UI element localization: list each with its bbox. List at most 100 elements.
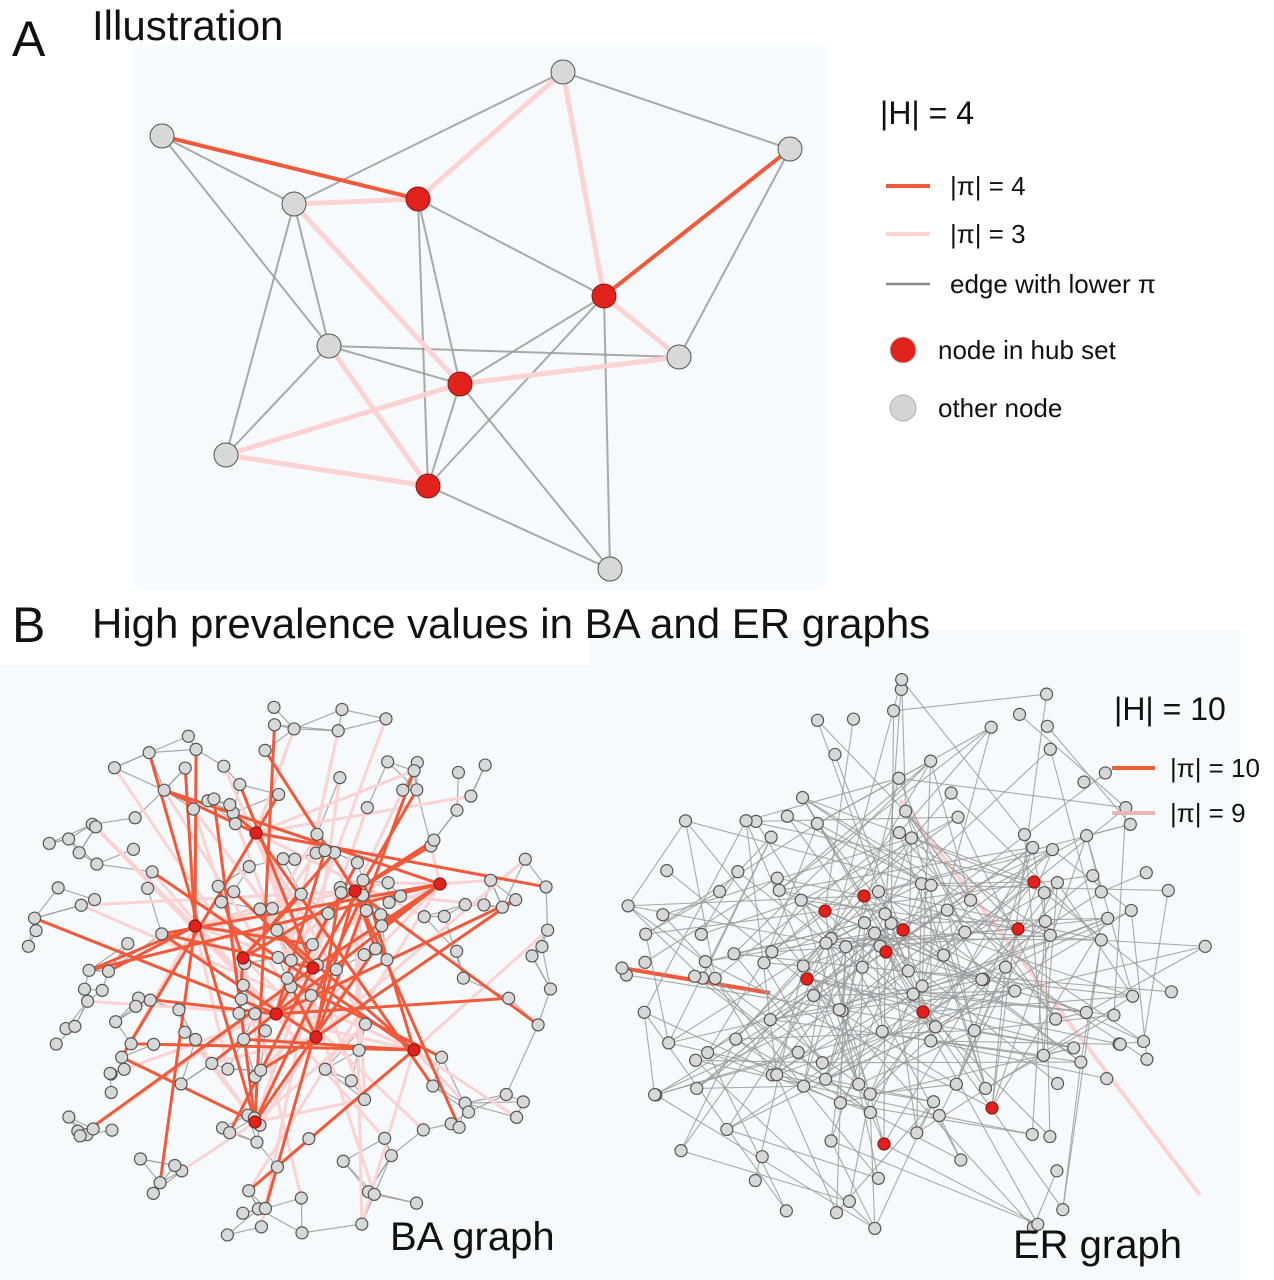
node bbox=[1107, 1008, 1121, 1022]
edge bbox=[678, 148, 791, 358]
node bbox=[1031, 1217, 1045, 1231]
edge bbox=[254, 728, 296, 834]
node bbox=[509, 893, 523, 907]
edge bbox=[643, 1012, 656, 1095]
edge bbox=[714, 977, 879, 1179]
node bbox=[382, 895, 396, 910]
edge bbox=[147, 888, 163, 935]
node bbox=[355, 1217, 369, 1231]
edge bbox=[628, 895, 865, 907]
node bbox=[694, 927, 708, 941]
node bbox=[863, 1105, 877, 1119]
edge bbox=[695, 1059, 823, 1064]
node bbox=[281, 191, 307, 217]
node bbox=[90, 857, 104, 871]
node bbox=[828, 747, 842, 762]
edge bbox=[96, 863, 153, 873]
edge bbox=[293, 203, 330, 347]
graph-label: ER graph bbox=[1013, 1223, 1182, 1267]
node bbox=[86, 1122, 100, 1136]
hub-node bbox=[309, 1030, 323, 1044]
node bbox=[211, 879, 225, 893]
edge bbox=[863, 895, 1082, 1063]
edge bbox=[151, 870, 278, 1015]
node bbox=[621, 899, 635, 913]
node bbox=[80, 994, 95, 1008]
node bbox=[221, 1062, 235, 1076]
node bbox=[878, 907, 892, 921]
node bbox=[409, 1196, 424, 1210]
edge bbox=[254, 793, 280, 834]
hub-node bbox=[1027, 875, 1041, 889]
edge bbox=[825, 990, 1016, 1080]
node bbox=[949, 1077, 963, 1091]
node bbox=[254, 1220, 269, 1234]
node bbox=[975, 972, 989, 987]
node bbox=[29, 923, 43, 938]
node bbox=[107, 761, 122, 775]
node bbox=[174, 1077, 188, 1091]
edge bbox=[501, 858, 526, 908]
node bbox=[155, 927, 169, 941]
node bbox=[450, 803, 464, 817]
node bbox=[284, 953, 298, 967]
edge bbox=[338, 718, 387, 732]
edge bbox=[869, 993, 914, 1095]
edge bbox=[921, 917, 1108, 987]
edge bbox=[328, 345, 680, 358]
edge bbox=[643, 820, 747, 1013]
edge bbox=[468, 1093, 507, 1113]
edge bbox=[901, 679, 1025, 835]
edge bbox=[388, 881, 441, 886]
edge bbox=[459, 354, 680, 387]
edge bbox=[88, 924, 196, 972]
node bbox=[810, 816, 824, 831]
node bbox=[906, 987, 920, 1001]
node bbox=[410, 783, 424, 797]
edge bbox=[737, 871, 936, 1028]
edge bbox=[326, 344, 431, 488]
node bbox=[871, 884, 886, 899]
node bbox=[796, 959, 810, 973]
hub-node bbox=[248, 1115, 262, 1129]
edge bbox=[1080, 939, 1102, 1063]
node bbox=[1079, 1005, 1093, 1020]
legend-heading: |H| = 4 bbox=[880, 95, 974, 131]
node bbox=[690, 1081, 704, 1095]
edge bbox=[771, 837, 912, 953]
node bbox=[899, 804, 913, 818]
edge bbox=[907, 881, 1035, 972]
edge bbox=[916, 995, 1133, 1134]
node bbox=[701, 1045, 715, 1060]
edge bbox=[700, 871, 739, 935]
node bbox=[1043, 742, 1057, 756]
node bbox=[936, 948, 951, 962]
node bbox=[77, 982, 92, 996]
node bbox=[350, 856, 365, 870]
edge bbox=[684, 820, 716, 979]
hub-node bbox=[405, 186, 431, 212]
edge bbox=[79, 966, 314, 1138]
hub-node bbox=[269, 1007, 283, 1021]
node bbox=[1161, 883, 1175, 898]
edge bbox=[427, 383, 461, 487]
node bbox=[228, 817, 243, 831]
node bbox=[871, 1171, 886, 1185]
edge bbox=[545, 886, 549, 931]
node bbox=[344, 1074, 358, 1088]
edge bbox=[193, 749, 198, 927]
edge bbox=[626, 974, 840, 1011]
node bbox=[310, 827, 324, 841]
node bbox=[374, 908, 388, 922]
edge bbox=[685, 820, 922, 885]
edge bbox=[459, 295, 605, 385]
edge bbox=[830, 679, 903, 939]
edge bbox=[898, 777, 1126, 809]
node bbox=[763, 1012, 777, 1027]
edge bbox=[541, 946, 552, 990]
node bbox=[87, 892, 102, 907]
node bbox=[396, 783, 410, 797]
edge bbox=[991, 835, 1088, 1109]
node bbox=[688, 969, 702, 983]
node bbox=[126, 842, 141, 856]
